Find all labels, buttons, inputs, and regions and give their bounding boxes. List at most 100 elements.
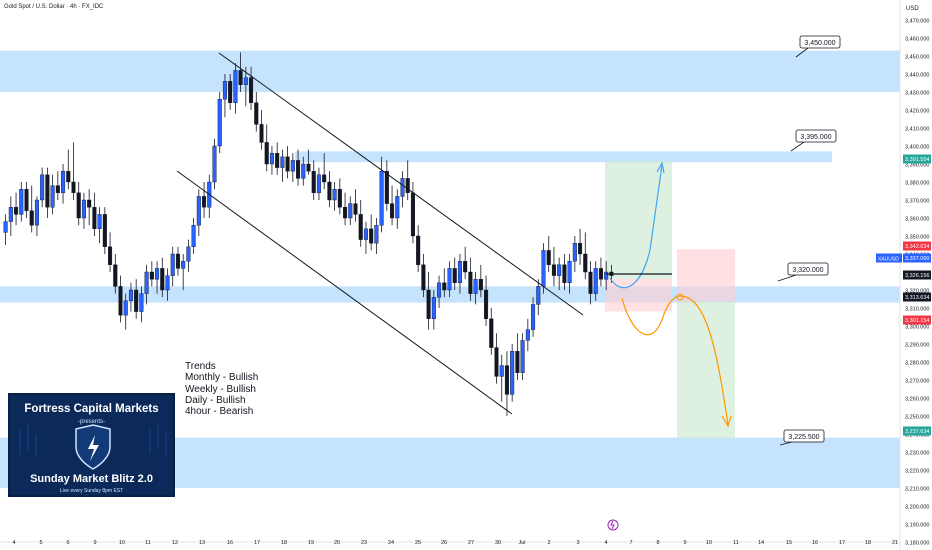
candle [118, 275, 123, 323]
candle [290, 153, 295, 182]
candle-body [97, 214, 102, 229]
candle-body [233, 70, 238, 104]
level-label-text: 3,450.000 [804, 40, 835, 47]
candle-body [50, 185, 55, 208]
candle-body [322, 174, 327, 183]
y-tick-label: 3,290.000 [905, 343, 929, 349]
candle-body [390, 203, 395, 219]
candle [8, 196, 13, 236]
candle [76, 182, 81, 226]
level-label-3: 3,320.000 [777, 262, 829, 282]
y-tick-label: 3,420.000 [905, 109, 929, 115]
candle-body [489, 318, 494, 348]
price-tag-text: 3,337.060 [905, 256, 929, 262]
candle [504, 351, 509, 416]
candle-body [515, 351, 520, 374]
candle [510, 344, 515, 402]
y-tick-label: 3,250.000 [905, 415, 929, 421]
x-tick-label: 24 [388, 540, 394, 546]
candle-body [343, 206, 348, 219]
candle [14, 192, 19, 226]
price-tag-box [903, 270, 931, 280]
candle [593, 261, 598, 301]
logo-schedule: Live every Sunday 8pm EST [59, 488, 124, 494]
y-tick-label: 3,430.000 [905, 91, 929, 97]
x-tick-label: Jul [518, 540, 525, 546]
price-tag-box [903, 315, 931, 325]
level-label-4: 3,225.500 [779, 429, 825, 446]
candle [165, 268, 170, 301]
x-tick-label: 12 [172, 540, 178, 546]
candle-body [463, 261, 468, 273]
candle [536, 279, 541, 316]
y-tick-label: 3,190.000 [905, 523, 929, 529]
y-tick-label: 3,200.000 [905, 505, 929, 511]
candle-body [416, 235, 421, 265]
candle [233, 63, 238, 114]
candle-body [353, 203, 358, 215]
candle [583, 232, 588, 280]
x-tick-label: 13 [199, 540, 205, 546]
candle [139, 286, 144, 323]
candle-body [525, 329, 530, 341]
long-profit-zone [605, 161, 672, 279]
candle [97, 207, 102, 244]
candle-body [504, 365, 509, 395]
candle-body [447, 268, 452, 291]
candle-body [452, 268, 457, 283]
candle-body [311, 170, 316, 193]
candle [515, 333, 520, 380]
candle-body [562, 264, 567, 283]
candle [243, 66, 248, 107]
candle [457, 254, 462, 294]
candle-body [24, 188, 29, 211]
candle [108, 232, 113, 272]
candle [337, 178, 342, 215]
x-tick-label: 9 [683, 540, 686, 546]
candle-body [254, 102, 259, 125]
y-tick-label: 3,280.000 [905, 361, 929, 367]
candle [29, 185, 34, 233]
candle-body [473, 279, 478, 294]
candle-body [175, 253, 180, 269]
candle [489, 308, 494, 355]
candle-body [123, 300, 128, 316]
level-labels-layer: 3,450.000 3,395.000 3,320.000 3,225.500 [777, 35, 841, 446]
candle [447, 261, 452, 298]
event-marker[interactable] [607, 519, 619, 531]
x-tick-label: 10 [119, 540, 125, 546]
candle [24, 182, 29, 218]
brand-logo: Fortress Capital Markets -presents- Sund… [8, 393, 175, 497]
candle [332, 182, 337, 211]
candle [71, 142, 76, 200]
symbol-tag: XAUUSD [876, 253, 902, 263]
candle [3, 214, 8, 245]
candle [343, 192, 348, 226]
price-tags-layer: 3,391.554 3,342.634 3,337.060 3,326.156 3,31… [876, 154, 931, 436]
price-tag-box [903, 292, 931, 302]
candle-body [170, 253, 175, 276]
level-label-pointer [777, 274, 797, 282]
lightning-icon [88, 435, 99, 461]
candle-body [546, 250, 551, 265]
candle-body [301, 163, 306, 179]
candle-body [572, 242, 577, 262]
candle [452, 257, 457, 290]
x-tick-label: 2 [547, 540, 550, 546]
price-tag-text: 3,301.154 [905, 318, 929, 324]
candle [363, 221, 368, 254]
candle [280, 149, 285, 182]
candle-body [593, 268, 598, 294]
bearish-arrowhead [721, 415, 732, 428]
level-label-box [795, 129, 837, 143]
bullish-projection-arrow [609, 164, 663, 289]
candle [55, 171, 60, 200]
x-tick-label: 6 [66, 540, 69, 546]
candle-body [55, 185, 60, 194]
price-tag-box [903, 241, 931, 251]
candle-body [410, 192, 415, 237]
y-tick-label: 3,270.000 [905, 379, 929, 385]
x-tick-label: 26 [441, 540, 447, 546]
